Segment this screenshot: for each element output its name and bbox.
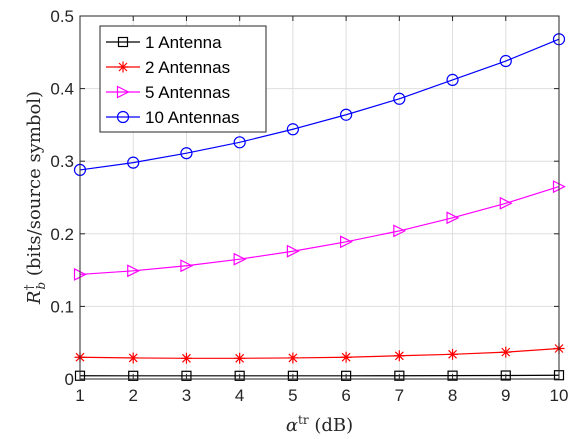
data-point bbox=[233, 252, 247, 266]
data-point bbox=[127, 352, 139, 364]
data-point bbox=[446, 73, 459, 86]
y-tick-label: 0.2 bbox=[50, 225, 74, 244]
x-tick-label: 6 bbox=[341, 386, 350, 405]
data-point bbox=[393, 350, 405, 362]
legend-marker bbox=[116, 110, 130, 124]
legend-marker bbox=[117, 36, 129, 48]
x-tick-label: 7 bbox=[395, 386, 404, 405]
plot-frame bbox=[79, 15, 560, 380]
series-line bbox=[79, 186, 560, 276]
data-point bbox=[341, 370, 352, 381]
y-tick-label: 0 bbox=[65, 370, 74, 389]
legend-item: 1 Antenna bbox=[106, 33, 222, 52]
legend: 1 Antenna 2 Antennas 5 Antennas 10 Antennas bbox=[99, 25, 267, 133]
x-tick-label: 3 bbox=[182, 386, 191, 405]
series-0 bbox=[74, 370, 565, 381]
data-point bbox=[234, 370, 245, 381]
series-layer bbox=[73, 33, 566, 381]
data-point bbox=[180, 147, 193, 160]
y-tick-label: 0.5 bbox=[50, 7, 74, 26]
x-tick-label: 10 bbox=[550, 386, 569, 405]
series-line bbox=[79, 38, 560, 171]
legend-marker bbox=[116, 85, 130, 99]
y-axis-title: R†b (bits/source symbol) bbox=[22, 91, 48, 305]
data-point bbox=[180, 352, 192, 364]
y-tick-label: 0.1 bbox=[50, 297, 74, 316]
y-tick-label: 0.4 bbox=[50, 80, 74, 99]
x-tick-label: 4 bbox=[235, 386, 244, 405]
x-tick-label: 2 bbox=[128, 386, 137, 405]
x-tick-label: 8 bbox=[448, 386, 457, 405]
data-point bbox=[287, 352, 299, 364]
x-tick-label: 1 bbox=[75, 386, 84, 405]
legend-item: 2 Antennas bbox=[106, 58, 230, 77]
data-point bbox=[500, 346, 512, 358]
data-point bbox=[233, 136, 246, 149]
series-2 bbox=[73, 180, 566, 281]
data-point bbox=[393, 224, 407, 238]
data-point bbox=[394, 370, 405, 381]
data-point bbox=[286, 123, 299, 136]
x-tick-label: 5 bbox=[288, 386, 297, 405]
legend-item: 5 Antennas bbox=[106, 83, 230, 102]
data-point bbox=[234, 352, 246, 364]
data-point bbox=[340, 351, 352, 363]
data-point bbox=[127, 264, 141, 278]
data-point bbox=[180, 259, 194, 273]
data-point bbox=[287, 370, 298, 381]
data-point bbox=[286, 244, 300, 258]
data-point bbox=[499, 54, 512, 68]
data-point bbox=[181, 370, 192, 381]
data-point bbox=[340, 235, 353, 249]
y-tick-label: 0.3 bbox=[50, 152, 74, 171]
legend-item: 10 Antennas bbox=[106, 108, 240, 127]
legend-label: 10 Antennas bbox=[145, 108, 240, 127]
legend-label: 1 Antenna bbox=[145, 33, 222, 52]
legend-marker bbox=[117, 61, 129, 73]
data-point bbox=[499, 196, 513, 210]
data-point bbox=[447, 348, 459, 360]
x-tick-label: 9 bbox=[501, 386, 510, 405]
data-point bbox=[127, 156, 140, 169]
data-point bbox=[128, 370, 139, 381]
data-point bbox=[446, 211, 460, 225]
legend-label: 2 Antennas bbox=[145, 58, 230, 77]
axes: 1 2 3 4 5 6 7 8 9 10 0 0.1 0.2 0.3 0.4 0.5 bbox=[50, 7, 568, 405]
data-point bbox=[447, 370, 458, 381]
data-point bbox=[340, 108, 353, 121]
legend-label: 5 Antennas bbox=[145, 83, 230, 102]
data-point bbox=[500, 370, 511, 381]
data-point bbox=[393, 92, 406, 105]
series-line bbox=[79, 374, 560, 377]
x-axis-title: αtr (dB) bbox=[286, 413, 353, 436]
series-line bbox=[79, 347, 560, 359]
